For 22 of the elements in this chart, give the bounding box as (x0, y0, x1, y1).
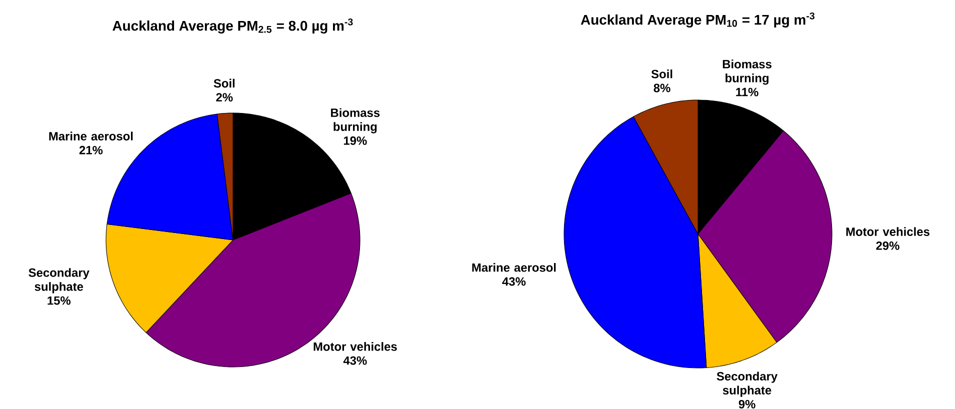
chart-title: Auckland Average PM$_{2.5}$ = 8.0 µg m$^{-3}$ (112, 18, 353, 34)
data-label: 15% (48, 296, 71, 305)
data-label: 21% (79, 146, 103, 154)
data-label: 43% (343, 356, 367, 365)
data-label: 11% (736, 88, 758, 96)
chart-title: Auckland Average PM$_{10}$ = 17 µg m$^{-3}$ (580, 12, 814, 28)
data-label: 29% (876, 241, 900, 250)
data-label: 9% (738, 400, 756, 408)
slice-label: Marine aerosol (49, 132, 133, 140)
data-label: 2% (216, 93, 233, 102)
slice-label: Biomass burning (722, 60, 772, 85)
slice-label: Secondary sulphate (28, 268, 90, 294)
slice-label: Marine aerosol (472, 263, 556, 272)
data-label: 43% (502, 277, 526, 286)
data-label: 19% (344, 136, 367, 145)
slice-label: Soil (651, 70, 672, 78)
slice-label: Motor vehicles (846, 227, 930, 236)
slice-label: Motor vehicles (314, 342, 397, 351)
slice-label: Biomass burning (331, 108, 380, 134)
slice-label: Secondary sulphate (716, 372, 778, 397)
data-label: 8% (654, 84, 670, 92)
slice-label: Soil (214, 78, 235, 88)
